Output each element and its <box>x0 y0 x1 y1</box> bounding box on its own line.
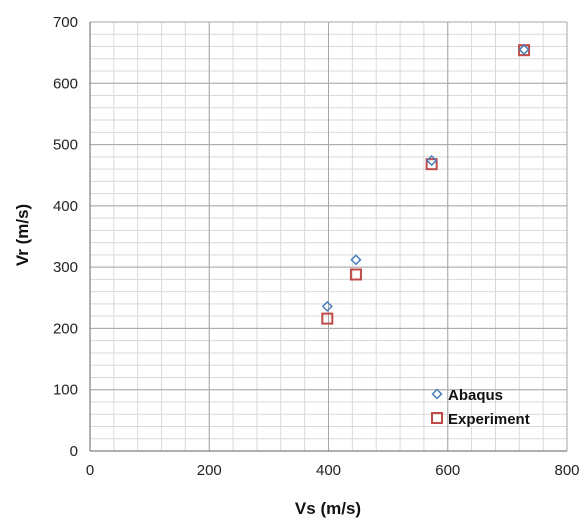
y-tick-label: 0 <box>70 443 78 460</box>
experiment-point <box>425 158 438 171</box>
y-tick-label: 400 <box>53 198 78 215</box>
y-tick-label: 100 <box>53 382 78 399</box>
abaqus-point <box>321 300 333 312</box>
y-tick-label: 600 <box>53 75 78 92</box>
legend-label-abaqus: Abaqus <box>448 387 503 404</box>
y-tick-label: 500 <box>53 137 78 154</box>
legend: Abaqus Experiment <box>431 387 530 428</box>
experiment-point <box>349 268 362 281</box>
legend-marker-experiment <box>431 412 443 424</box>
abaqus-point <box>350 254 362 266</box>
experiment-point <box>321 312 334 325</box>
y-tick-label: 700 <box>53 14 78 31</box>
x-tick-label: 200 <box>197 462 222 479</box>
legend-label-experiment: Experiment <box>448 411 530 428</box>
abaqus-point <box>426 154 438 167</box>
y-tick-label: 200 <box>53 320 78 337</box>
abaqus-point <box>518 44 530 56</box>
legend-marker-abaqus <box>431 388 443 400</box>
x-tick-label: 400 <box>316 462 341 479</box>
y-axis-title: Vr (m/s) <box>13 204 32 266</box>
x-tick-label: 0 <box>86 462 94 479</box>
major-grid <box>89 21 568 452</box>
y-tick-label: 300 <box>53 259 78 276</box>
x-tick-label: 600 <box>435 462 460 479</box>
x-tick-label: 800 <box>554 462 579 479</box>
data-markers <box>321 44 531 325</box>
x-tick-labels: 0 200 400 600 800 <box>86 462 580 479</box>
axes <box>89 22 567 452</box>
y-tick-labels: 0 100 200 300 400 500 600 700 <box>53 14 78 460</box>
x-axis-title: Vs (m/s) <box>295 499 361 518</box>
